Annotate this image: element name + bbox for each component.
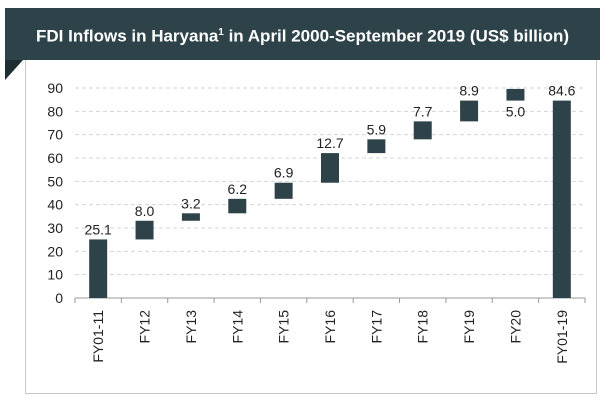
bar: [367, 139, 386, 154]
x-tick-label: FY17: [368, 310, 384, 344]
bar: [506, 88, 525, 101]
y-tick-label: 60: [47, 150, 63, 166]
bar: [552, 100, 571, 298]
chart-frame: [25, 60, 597, 394]
bar: [460, 100, 479, 122]
x-tick-label: FY20: [507, 310, 523, 344]
data-label: 7.7: [413, 103, 433, 119]
bar: [181, 213, 200, 221]
data-label: 8.9: [459, 83, 479, 99]
chart-title-banner: FDI Inflows in Haryana1 in April 2000-Se…: [5, 8, 600, 60]
bar: [228, 198, 247, 214]
x-tick-label: FY15: [276, 310, 292, 344]
banner-fold-decoration: [5, 60, 23, 80]
x-tick-label: FY19: [461, 310, 477, 344]
x-tick-label: FY12: [137, 310, 153, 344]
y-tick-label: 30: [47, 220, 63, 236]
bar: [89, 239, 108, 298]
x-tick-label: FY13: [183, 310, 199, 344]
y-tick-label: 20: [47, 243, 63, 259]
data-label: 6.2: [228, 181, 248, 197]
bar: [274, 182, 293, 199]
bar: [413, 121, 432, 140]
y-tick-label: 70: [47, 127, 63, 143]
y-tick-label: 0: [55, 290, 63, 306]
data-label: 3.2: [181, 195, 201, 211]
y-tick-label: 40: [47, 197, 63, 213]
data-label: 5.0: [506, 104, 526, 120]
data-label: 6.9: [274, 165, 294, 181]
data-label: 84.6: [548, 83, 575, 99]
bar: [321, 153, 339, 183]
chart-title: FDI Inflows in Haryana1 in April 2000-Se…: [35, 26, 569, 46]
y-tick-label: 10: [47, 267, 63, 283]
bar: [135, 220, 154, 240]
y-tick-label: 90: [47, 80, 63, 96]
data-label: 8.0: [135, 203, 155, 219]
y-tick-label: 80: [47, 103, 63, 119]
data-label: 25.1: [85, 221, 112, 237]
data-label: 12.7: [316, 135, 343, 151]
x-tick-label: FY18: [415, 310, 431, 344]
x-tick-label: FY01-11: [90, 310, 106, 363]
x-tick-label: FY16: [322, 310, 338, 344]
y-tick-label: 50: [47, 173, 63, 189]
x-tick-label: FY01-19: [554, 310, 570, 364]
x-tick-label: FY14: [229, 310, 245, 344]
data-label: 5.9: [367, 121, 387, 137]
